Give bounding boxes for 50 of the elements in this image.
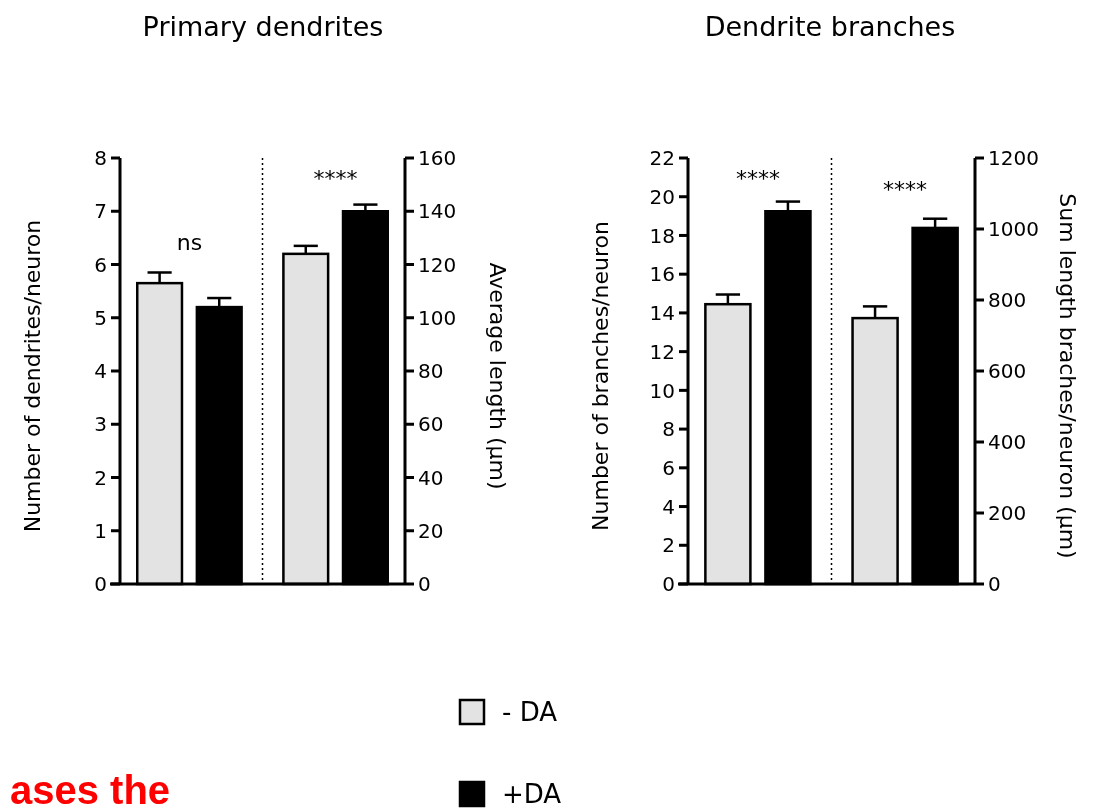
annotation: ns [176, 230, 203, 256]
y2-tick-label: 160 [418, 146, 457, 171]
annotation: **** [735, 166, 780, 191]
y2-tick-label: 40 [418, 465, 444, 490]
legend-label: - DA [502, 697, 558, 728]
y-tick-label: 1 [94, 518, 107, 543]
y-tick-label: 3 [94, 412, 107, 437]
y-tick-label: 20 [649, 184, 675, 209]
y2-tick-label: 120 [418, 252, 457, 277]
y-tick-label: 10 [649, 378, 675, 403]
y-tick-label: 6 [94, 252, 107, 277]
y-tick-label: 12 [649, 339, 675, 364]
y-tick-label: 16 [649, 262, 675, 287]
y-tick-label: 22 [649, 146, 675, 171]
y-tick-label: 0 [662, 572, 675, 597]
y-tick-label: 5 [94, 305, 107, 330]
y-tick-label: 4 [94, 359, 107, 384]
chart-title: Primary dendrites [142, 11, 384, 42]
y-tick-label: 2 [94, 465, 107, 490]
y-axis-title: Number of dendrites/neuron [20, 219, 45, 533]
y-tick-label: 2 [662, 533, 675, 558]
y2-axis-title: Sum length braches/neuron (µm) [1055, 193, 1080, 559]
legend-label: +DA [502, 779, 562, 810]
y2-tick-label: 20 [418, 518, 444, 543]
y-tick-label: 6 [662, 456, 675, 481]
y2-tick-label: 400 [988, 430, 1027, 455]
annotation: **** [313, 166, 358, 191]
y-tick-label: 8 [94, 146, 107, 171]
y-axis-title: Number of branches/neuron [588, 221, 613, 531]
y2-tick-label: 600 [988, 359, 1027, 384]
y2-tick-label: 80 [418, 359, 444, 384]
y2-tick-label: 800 [988, 288, 1027, 313]
chart-title: Dendrite branches [704, 11, 956, 42]
y2-tick-label: 200 [988, 501, 1027, 526]
text: ases the [10, 768, 171, 810]
y2-tick-label: 1000 [988, 217, 1039, 242]
y-tick-label: 8 [662, 417, 675, 442]
y-tick-label: 18 [649, 223, 675, 248]
y2-axis-title: Average length (µm) [485, 262, 510, 490]
annotation: **** [883, 176, 928, 202]
y-tick-label: 4 [662, 494, 675, 519]
y2-tick-label: 0 [988, 572, 1001, 597]
y2-tick-label: 0 [418, 572, 431, 597]
y-tick-label: 0 [94, 572, 107, 597]
y-tick-label: 7 [94, 199, 107, 224]
y2-tick-label: 140 [418, 199, 457, 224]
y-tick-label: 14 [649, 301, 675, 326]
y2-tick-label: 100 [418, 305, 457, 330]
y2-tick-label: 60 [418, 412, 444, 437]
y2-tick-label: 1200 [988, 146, 1039, 171]
